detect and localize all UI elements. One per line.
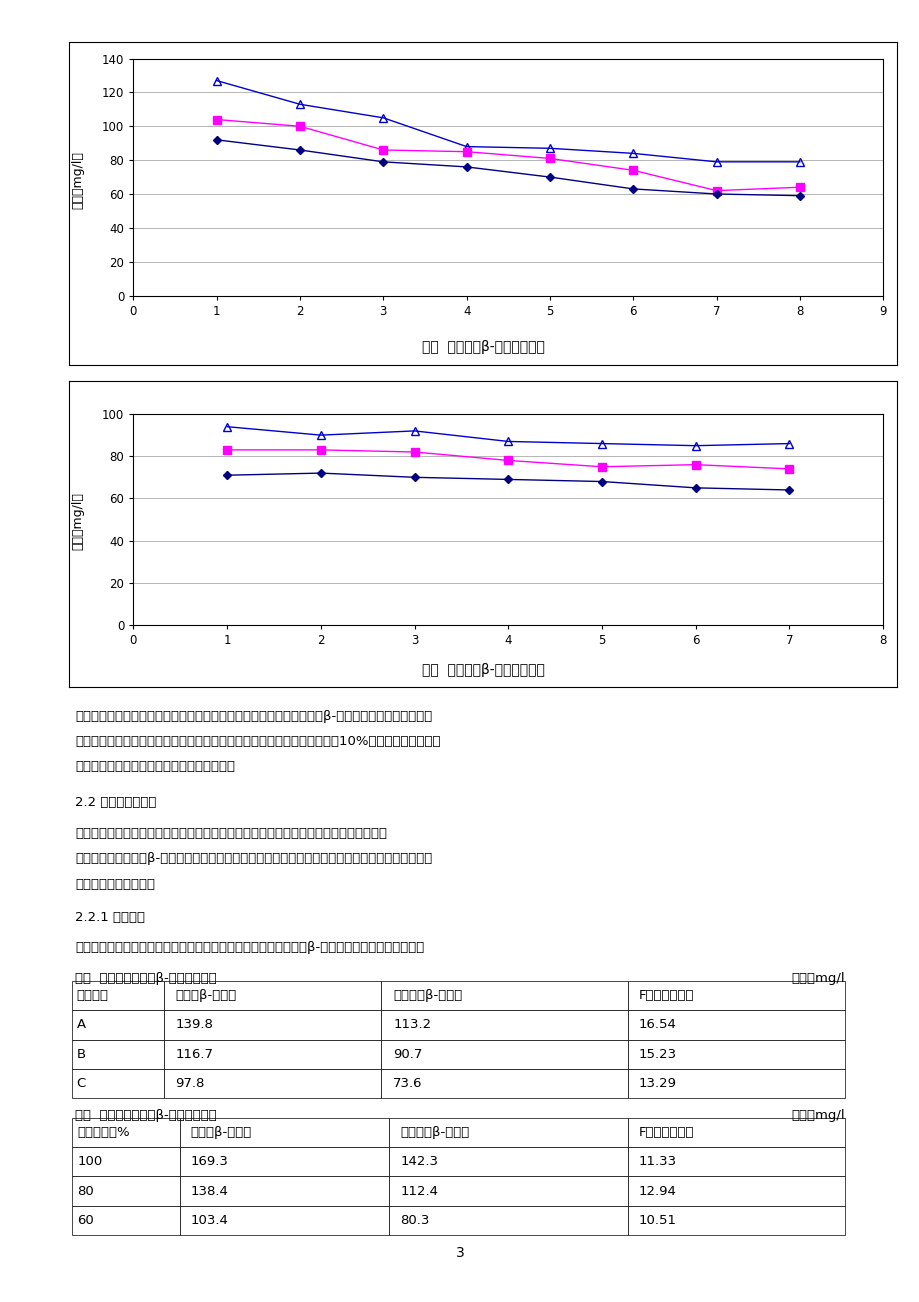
Text: 含量（mg/l）: 含量（mg/l） bbox=[72, 151, 85, 208]
Text: 将通过实验给予说明。: 将通过实验给予说明。 bbox=[75, 878, 155, 891]
Text: 2.2.1 麦芒因素: 2.2.1 麦芒因素 bbox=[75, 911, 145, 923]
Text: 单位：mg/l: 单位：mg/l bbox=[790, 971, 844, 984]
Text: 为平稳；不同品种的变化幅度也大致成比例。: 为平稳；不同品种的变化幅度也大致成比例。 bbox=[75, 760, 235, 773]
Text: 图二  发酵过程β-葡聚糖的变化: 图二 发酵过程β-葡聚糖的变化 bbox=[421, 663, 544, 677]
Text: 影响啊酒酿造过程中β-葡聚糖的因素有很多，主要的还是麦芒的品种和质量，其次才是工艺参数，下: 影响啊酒酿造过程中β-葡聚糖的因素有很多，主要的还是麦芒的品种和质量，其次才是工… bbox=[75, 853, 432, 865]
Text: 2.2 因素差异性分析: 2.2 因素差异性分析 bbox=[75, 796, 156, 809]
Text: 含量（mg/l）: 含量（mg/l） bbox=[72, 492, 85, 549]
Text: 表三  不同品种麦芒对β-葡聚糖的影响: 表三 不同品种麦芒对β-葡聚糖的影响 bbox=[75, 971, 217, 984]
Text: 通过上表一、二及相应的图一、二分析可见，在整个啊酒酿造过程中，β-葡聚糖的含量逐而下降，其: 通过上表一、二及相应的图一、二分析可见，在整个啊酒酿造过程中，β-葡聚糖的含量逐… bbox=[75, 710, 432, 723]
Text: 中在麦汁过滤槽和煮永终了、后发酵和清酒之间变化的幅度较大，平均达到10%，整个后发酵过程较: 中在麦汁过滤槽和煮永终了、后发酵和清酒之间变化的幅度较大，平均达到10%，整个后… bbox=[75, 734, 440, 747]
Text: 图一  酿造过程β-葡聚糖的变化: 图一 酿造过程β-葡聚糖的变化 bbox=[421, 340, 544, 354]
Text: 表四  不同麦芒比例对β-葡聚糖的影响: 表四 不同麦芒比例对β-葡聚糖的影响 bbox=[75, 1109, 217, 1121]
Text: 考察不同品种麦芒和不同麦芒比例，在其他条件相一致的情况，对β-葡聚糖的含量进行分析比较。: 考察不同品种麦芒和不同麦芒比例，在其他条件相一致的情况，对β-葡聚糖的含量进行分… bbox=[75, 941, 425, 954]
Text: 3: 3 bbox=[455, 1246, 464, 1259]
Text: 在差异性分析中，主要是利用方差分析鉴别多个因素对结果影响的程度，具体的描述略。: 在差异性分析中，主要是利用方差分析鉴别多个因素对结果影响的程度，具体的描述略。 bbox=[75, 827, 387, 840]
Text: 单位：mg/l: 单位：mg/l bbox=[790, 1109, 844, 1121]
